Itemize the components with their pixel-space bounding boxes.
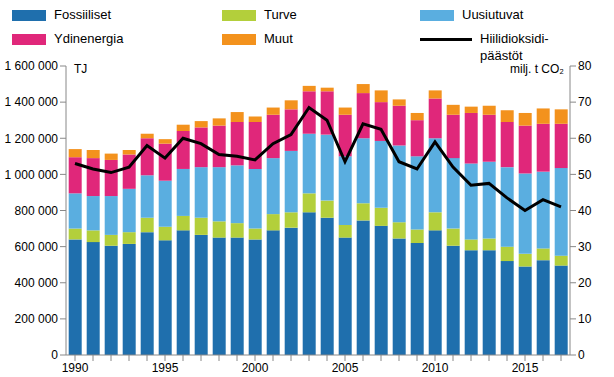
svg-text:1 400 000: 1 400 000 bbox=[8, 95, 58, 109]
html-text:Turve: Turve bbox=[264, 7, 297, 22]
svg-text:80: 80 bbox=[578, 59, 592, 73]
html-text:Ydinenergia: Ydinenergia bbox=[54, 31, 124, 46]
svg-text:1 200 000: 1 200 000 bbox=[8, 132, 58, 146]
svg-text:1990: 1990 bbox=[62, 361, 89, 375]
svg-text:20: 20 bbox=[578, 276, 592, 290]
svg-text:60: 60 bbox=[578, 132, 592, 146]
svg-text:600 000: 600 000 bbox=[15, 240, 59, 254]
svg-text:2010: 2010 bbox=[422, 361, 449, 375]
html-text:Hiilidioksidi-: Hiilidioksidi- bbox=[480, 31, 549, 46]
svg-text:0: 0 bbox=[51, 348, 58, 362]
svg-text:40: 40 bbox=[578, 204, 592, 218]
svg-text:1 000 000: 1 000 000 bbox=[8, 168, 58, 182]
svg-text:200 000: 200 000 bbox=[15, 312, 59, 326]
svg-text:70: 70 bbox=[578, 95, 592, 109]
svg-text:800 000: 800 000 bbox=[15, 204, 59, 218]
html-text:TJ: TJ bbox=[74, 62, 88, 76]
svg-text:2000: 2000 bbox=[242, 361, 269, 375]
html-text:Fossiiliset: Fossiiliset bbox=[54, 7, 112, 22]
svg-text:2015: 2015 bbox=[512, 361, 539, 375]
svg-text:400 000: 400 000 bbox=[15, 276, 59, 290]
svg-text:10: 10 bbox=[578, 312, 592, 326]
html-text:milj. t CO₂: milj. t CO₂ bbox=[510, 62, 564, 76]
svg-text:50: 50 bbox=[578, 168, 592, 182]
svg-text:0: 0 bbox=[578, 348, 585, 362]
svg-text:30: 30 bbox=[578, 240, 592, 254]
svg-text:2005: 2005 bbox=[332, 361, 359, 375]
html-text:Muut: Muut bbox=[264, 31, 293, 46]
html-text:päästöt: päästöt bbox=[480, 48, 523, 63]
svg-text:1995: 1995 bbox=[152, 361, 179, 375]
svg-text:1 600 000: 1 600 000 bbox=[8, 59, 58, 73]
html-text:Uusiutuvat: Uusiutuvat bbox=[462, 7, 524, 22]
